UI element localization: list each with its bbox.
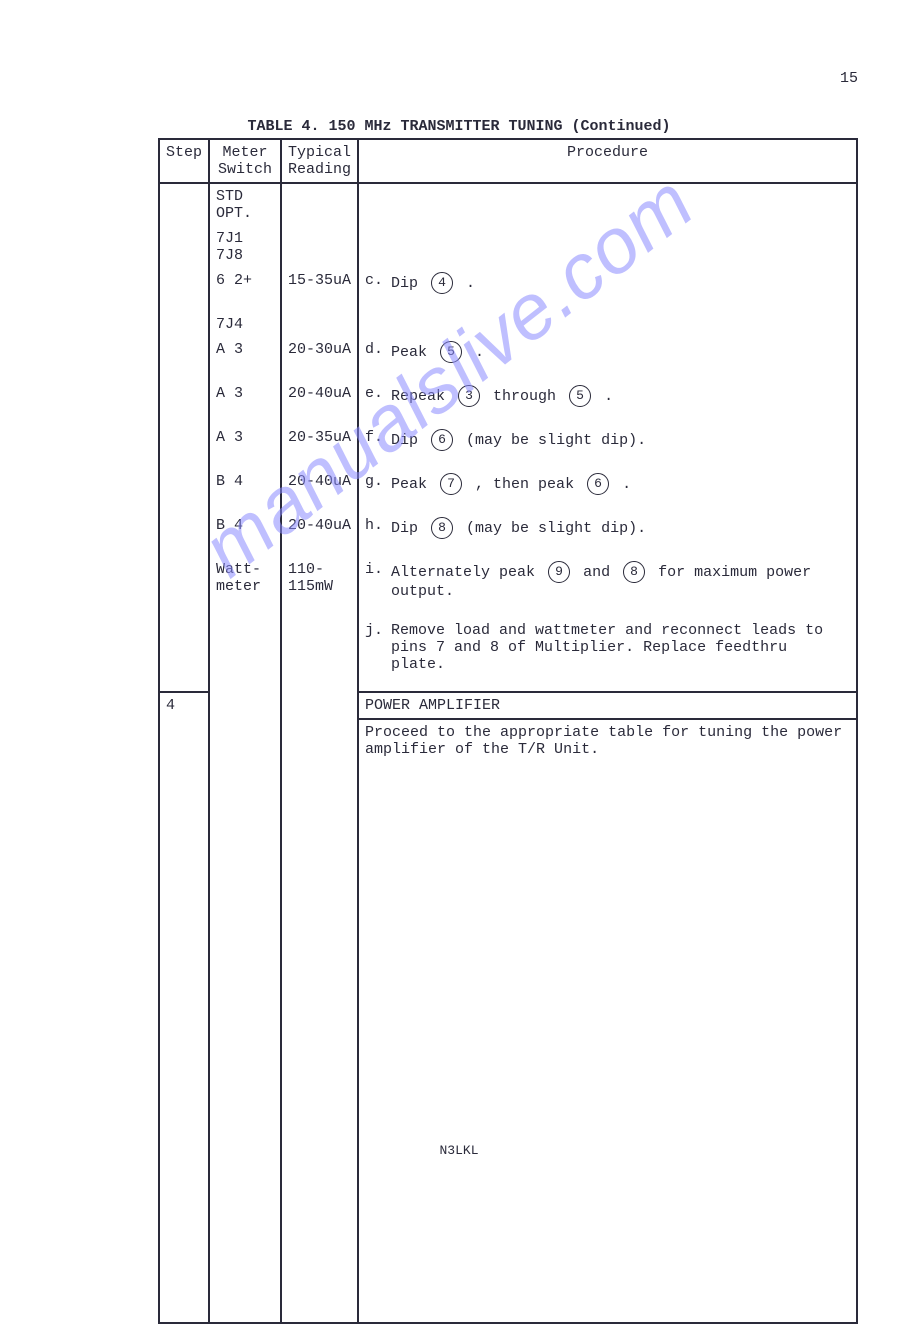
cell-procedure: f.Dip 6 (may be slight dip). [358,425,857,469]
table-header-row: Step Meter Switch Typical Reading Proced… [159,139,857,183]
cell-step [159,618,209,692]
cell-step [159,183,209,226]
cell-procedure [358,312,857,337]
procedure-label: f. [365,429,391,446]
procedure-label: i. [365,561,391,578]
cell-meter: 6 2+ [209,268,281,312]
cell-meter [209,719,281,1323]
cell-meter: Watt- meter [209,557,281,618]
table-row: A 320-40uAe.Repeak 3 through 5 . [159,381,857,425]
cell-step [159,226,209,268]
cell-reading: 110- 115mW [281,557,358,618]
cell-step [159,381,209,425]
cell-step: 4 [159,692,209,719]
cell-step [159,312,209,337]
cell-step [159,557,209,618]
table-row: B 420-40uAg.Peak 7 , then peak 6 . [159,469,857,513]
circled-number: 4 [431,272,453,294]
table-row: STD OPT. [159,183,857,226]
cell-step [159,425,209,469]
cell-procedure [358,226,857,268]
cell-step [159,513,209,557]
cell-procedure [358,183,857,226]
table-row: Proceed to the appropriate table for tun… [159,719,857,1323]
cell-meter [209,692,281,719]
page-number: 15 [840,70,858,87]
procedure-text: Alternately peak 9 and 8 for maximum pow… [391,561,831,600]
cell-meter: A 3 [209,337,281,381]
table-caption: TABLE 4. 150 MHz TRANSMITTER TUNING (Con… [0,118,918,135]
cell-reading: 20-40uA [281,469,358,513]
cell-step [159,337,209,381]
cell-meter: B 4 [209,513,281,557]
procedure-label: d. [365,341,391,358]
section-body: Proceed to the appropriate table for tun… [358,719,857,1323]
cell-meter: A 3 [209,381,281,425]
cell-procedure: g.Peak 7 , then peak 6 . [358,469,857,513]
procedure-text: Peak 7 , then peak 6 . [391,473,831,495]
cell-meter: STD OPT. [209,183,281,226]
cell-procedure: c.Dip 4 . [358,268,857,312]
cell-reading [281,618,358,692]
procedure-label: e. [365,385,391,402]
circled-number: 5 [569,385,591,407]
table-row: A 320-35uAf.Dip 6 (may be slight dip). [159,425,857,469]
table-row: 6 2+15-35uAc.Dip 4 . [159,268,857,312]
cell-step [159,268,209,312]
header-procedure: Procedure [358,139,857,183]
cell-step [159,469,209,513]
table-row: 7J4 [159,312,857,337]
cell-reading [281,312,358,337]
procedure-text: Repeak 3 through 5 . [391,385,831,407]
procedure-text: Peak 5 . [391,341,831,363]
header-step: Step [159,139,209,183]
table-row: B 420-40uAh.Dip 8 (may be slight dip). [159,513,857,557]
cell-procedure: i.Alternately peak 9 and 8 for maximum p… [358,557,857,618]
section-heading: POWER AMPLIFIER [358,692,857,719]
circled-number: 6 [431,429,453,451]
cell-procedure: d.Peak 5 . [358,337,857,381]
circled-number: 7 [440,473,462,495]
circled-number: 3 [458,385,480,407]
circled-number: 8 [623,561,645,583]
procedure-label: c. [365,272,391,289]
header-meter: Meter Switch [209,139,281,183]
cell-step [159,719,209,1323]
table-row: Watt- meter110- 115mWi.Alternately peak … [159,557,857,618]
table-row: 7J1 7J8 [159,226,857,268]
procedure-label: h. [365,517,391,534]
cell-reading [281,692,358,719]
cell-reading [281,226,358,268]
cell-meter: 7J1 7J8 [209,226,281,268]
table-row: 4 POWER AMPLIFIER [159,692,857,719]
cell-reading: 20-40uA [281,381,358,425]
procedure-text: Dip 4 . [391,272,831,294]
header-reading: Typical Reading [281,139,358,183]
procedure-text: Remove load and wattmeter and reconnect … [391,622,831,673]
procedure-label: j. [365,622,391,639]
cell-reading: 15-35uA [281,268,358,312]
cell-meter: 7J4 [209,312,281,337]
cell-procedure: h.Dip 8 (may be slight dip). [358,513,857,557]
cell-reading [281,183,358,226]
cell-meter [209,618,281,692]
procedure-text: Dip 6 (may be slight dip). [391,429,831,451]
table-row: j.Remove load and wattmeter and reconnec… [159,618,857,692]
cell-procedure: e.Repeak 3 through 5 . [358,381,857,425]
cell-meter: A 3 [209,425,281,469]
circled-number: 5 [440,341,462,363]
circled-number: 6 [587,473,609,495]
cell-procedure: j.Remove load and wattmeter and reconnec… [358,618,857,692]
cell-meter: B 4 [209,469,281,513]
table-row: A 320-30uAd.Peak 5 . [159,337,857,381]
cell-reading: 20-40uA [281,513,358,557]
cell-reading [281,719,358,1323]
cell-reading: 20-30uA [281,337,358,381]
circled-number: 8 [431,517,453,539]
procedure-text: Dip 8 (may be slight dip). [391,517,831,539]
circled-number: 9 [548,561,570,583]
footer: N3LKL [0,1143,918,1158]
procedure-label: g. [365,473,391,490]
cell-reading: 20-35uA [281,425,358,469]
